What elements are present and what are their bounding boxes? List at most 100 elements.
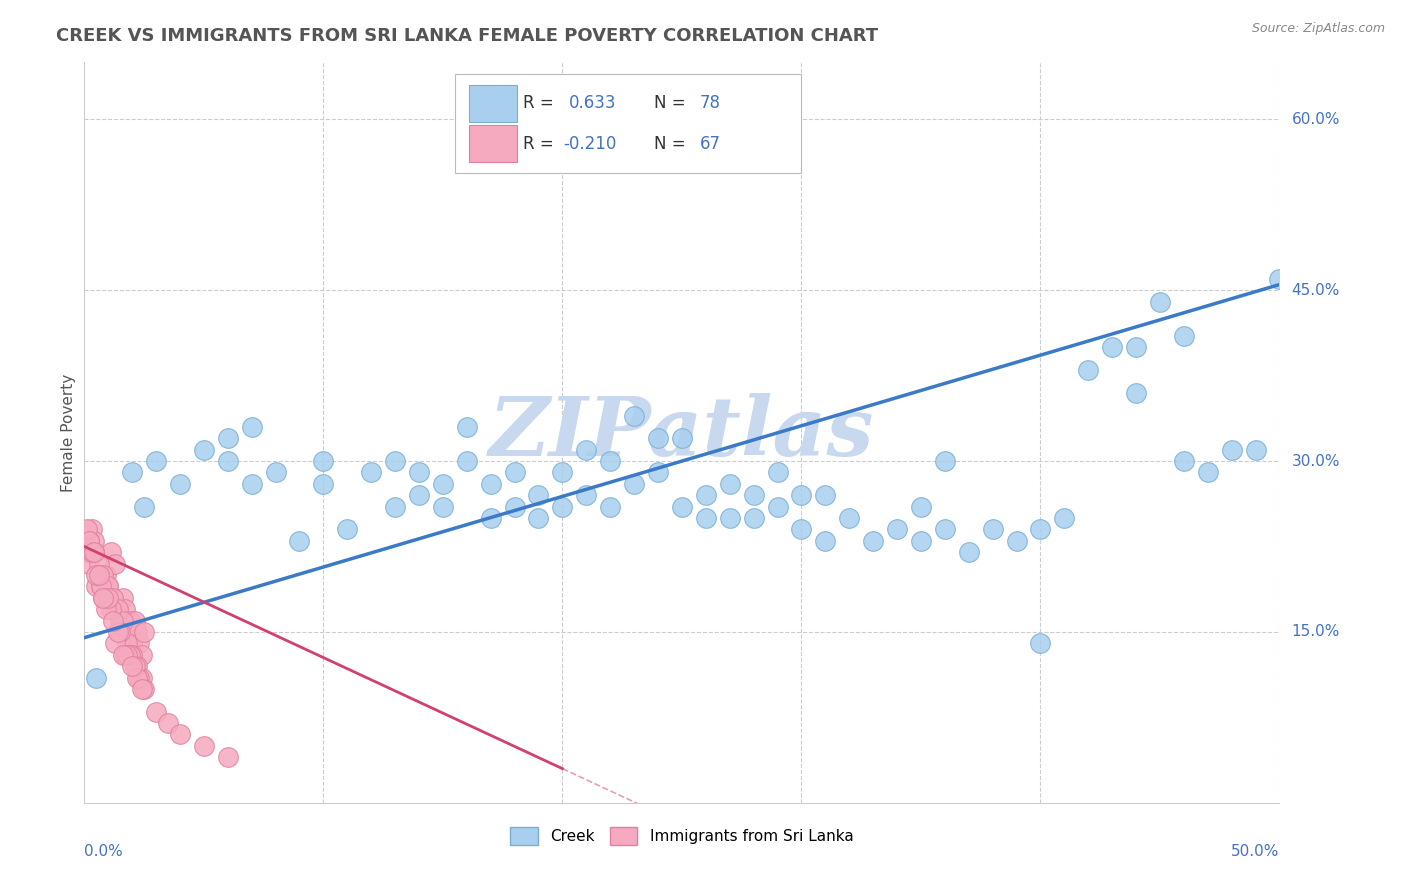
Point <box>910 533 932 548</box>
Point <box>128 671 150 685</box>
Point <box>111 591 134 605</box>
Point <box>814 488 837 502</box>
Point <box>264 466 287 480</box>
FancyBboxPatch shape <box>456 73 801 173</box>
Point <box>957 545 980 559</box>
Point <box>360 466 382 480</box>
Point <box>814 533 837 548</box>
Point <box>110 624 132 639</box>
Point <box>111 614 134 628</box>
Text: 30.0%: 30.0% <box>1292 454 1340 468</box>
Text: R =: R = <box>523 95 560 112</box>
Point <box>121 648 143 662</box>
Point <box>432 476 454 491</box>
Point <box>77 557 100 571</box>
Point <box>97 579 120 593</box>
Point <box>527 511 550 525</box>
Text: R =: R = <box>523 135 560 153</box>
Text: 67: 67 <box>700 135 721 153</box>
Point <box>111 648 134 662</box>
Point <box>790 488 813 502</box>
Point <box>145 454 167 468</box>
Text: N =: N = <box>654 95 692 112</box>
Point <box>623 476 645 491</box>
Point <box>145 705 167 719</box>
Point <box>647 466 669 480</box>
Point <box>86 568 108 582</box>
Text: 0.633: 0.633 <box>568 95 616 112</box>
Point <box>718 511 741 525</box>
Point <box>94 568 117 582</box>
Point <box>647 431 669 445</box>
Point <box>217 750 239 764</box>
Point <box>110 614 132 628</box>
Point <box>132 500 156 514</box>
Point <box>599 500 621 514</box>
Point <box>240 420 263 434</box>
Point <box>193 739 215 753</box>
Point <box>599 454 621 468</box>
Point <box>83 545 105 559</box>
Point <box>671 431 693 445</box>
Point <box>87 568 110 582</box>
Point <box>1125 385 1147 400</box>
Point <box>217 454 239 468</box>
Point <box>94 602 117 616</box>
Text: 15.0%: 15.0% <box>1292 624 1340 640</box>
Point <box>1220 442 1243 457</box>
Point <box>93 568 115 582</box>
Point <box>117 636 139 650</box>
Legend: Creek, Immigrants from Sri Lanka: Creek, Immigrants from Sri Lanka <box>505 821 859 851</box>
Text: Source: ZipAtlas.com: Source: ZipAtlas.com <box>1251 22 1385 36</box>
Point <box>77 533 100 548</box>
Point <box>101 614 124 628</box>
Point <box>83 533 105 548</box>
Point <box>408 466 430 480</box>
Text: N =: N = <box>654 135 692 153</box>
Point <box>131 671 153 685</box>
Point <box>93 591 115 605</box>
Point <box>551 466 574 480</box>
Point <box>1173 328 1195 343</box>
Point <box>90 579 112 593</box>
Point <box>132 624 156 639</box>
Text: 50.0%: 50.0% <box>1232 844 1279 858</box>
Point <box>1173 454 1195 468</box>
Text: 60.0%: 60.0% <box>1292 112 1340 127</box>
Point <box>432 500 454 514</box>
Point <box>100 545 122 559</box>
Point <box>503 466 526 480</box>
Point <box>1029 523 1052 537</box>
Point <box>527 488 550 502</box>
Point <box>157 716 180 731</box>
Point <box>121 636 143 650</box>
Point <box>124 659 146 673</box>
Point <box>695 511 717 525</box>
Point <box>90 579 112 593</box>
Point <box>131 681 153 696</box>
Point <box>76 545 98 559</box>
Point <box>93 591 115 605</box>
Point <box>87 568 110 582</box>
Point <box>695 488 717 502</box>
Point <box>125 659 148 673</box>
Point <box>934 523 956 537</box>
Point <box>886 523 908 537</box>
Text: 45.0%: 45.0% <box>1292 283 1340 298</box>
Point <box>125 624 148 639</box>
FancyBboxPatch shape <box>470 126 517 162</box>
Point <box>766 466 789 480</box>
Point <box>1101 340 1123 354</box>
Point <box>114 648 136 662</box>
Point <box>104 557 127 571</box>
Point <box>790 523 813 537</box>
Text: -0.210: -0.210 <box>564 135 617 153</box>
Point <box>312 476 335 491</box>
Point <box>101 591 124 605</box>
Point <box>80 545 103 559</box>
Point <box>456 454 478 468</box>
Point <box>742 488 765 502</box>
Point <box>83 545 105 559</box>
Point <box>1029 636 1052 650</box>
Point <box>80 523 103 537</box>
